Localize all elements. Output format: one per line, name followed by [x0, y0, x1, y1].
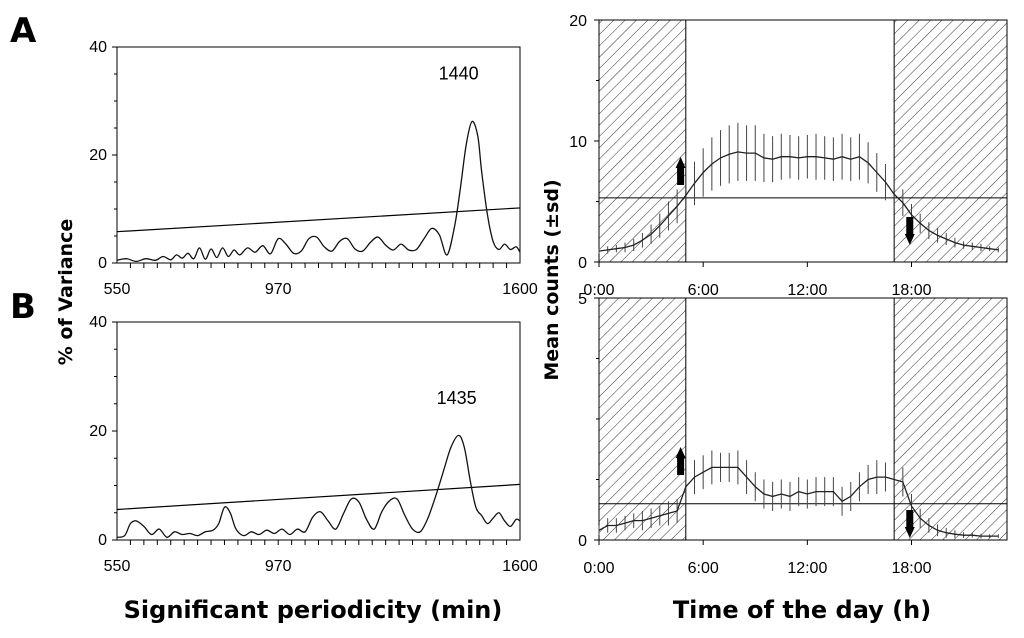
- x-tick-label: 970: [265, 558, 292, 575]
- x-tick-label: 6:00: [688, 560, 719, 577]
- periodogram-a: 0 20 40 550 970 1600 1440: [89, 39, 538, 298]
- right-y-axis-title: Mean counts (±sd): [541, 179, 563, 380]
- y-tick-label: 0: [578, 533, 587, 550]
- x-tick-label: 970: [265, 281, 292, 298]
- x-tick-label: 0:00: [583, 560, 614, 577]
- x-tick-label: 18:00: [891, 282, 931, 299]
- x-tick-label: 550: [104, 558, 131, 575]
- y-tick-label: 20: [89, 147, 107, 164]
- dark-period: [893, 297, 1008, 541]
- x-tick-label: 1600: [502, 281, 538, 298]
- y-tick-label: 40: [89, 314, 107, 331]
- y-tick-label: 10: [569, 134, 587, 151]
- mean-counts-line: [598, 466, 999, 537]
- lights-on-arrow: [675, 157, 686, 185]
- lights-off-arrow: [904, 217, 915, 245]
- x-tick-label: 550: [104, 281, 131, 298]
- x-tick-label: 18:00: [891, 560, 931, 577]
- x-tick-label: 12:00: [787, 282, 827, 299]
- significance-line: [116, 207, 521, 233]
- dark-period: [598, 19, 687, 263]
- x-tick-label: 6:00: [688, 282, 719, 299]
- plot-frame: [116, 321, 521, 541]
- y-tick-label: 0: [578, 255, 587, 272]
- x-tick-label: 1600: [502, 558, 538, 575]
- peak-label: 1440: [439, 63, 479, 83]
- peak-label: 1435: [437, 388, 477, 408]
- y-tick-label: 40: [89, 39, 107, 56]
- left-y-axis-title: % of Variance: [55, 219, 77, 365]
- y-tick-label: 20: [569, 13, 587, 30]
- y-tick-label: 0: [98, 255, 107, 272]
- right-x-axis-title: Time of the day (h): [673, 596, 931, 624]
- panel-b-letter: B: [10, 287, 36, 327]
- left-x-axis-title: Significant periodicity (min): [124, 596, 503, 624]
- lights-off-arrow: [904, 510, 915, 538]
- x-tick-label: 12:00: [787, 560, 827, 577]
- significance-line: [116, 483, 521, 511]
- panel-a-letter: A: [10, 11, 37, 51]
- y-tick-label: 0: [98, 532, 107, 549]
- variance-line: [116, 434, 521, 538]
- x-tick-label: 0:00: [583, 282, 614, 299]
- y-tick-label: 20: [89, 423, 107, 440]
- periodogram-b: 0 20 40 550 970 1600 1435: [89, 314, 538, 575]
- lights-on-arrow: [675, 447, 686, 475]
- actogram-b: 0 5 0:00 6:00 12:00 18:00: [578, 291, 1008, 577]
- mean-counts-line: [598, 151, 999, 252]
- y-tick-label: 5: [578, 291, 587, 308]
- actogram-a: 0 10 20 0:00 6:00 12:00 18:00: [569, 13, 1008, 299]
- variance-line: [116, 120, 521, 263]
